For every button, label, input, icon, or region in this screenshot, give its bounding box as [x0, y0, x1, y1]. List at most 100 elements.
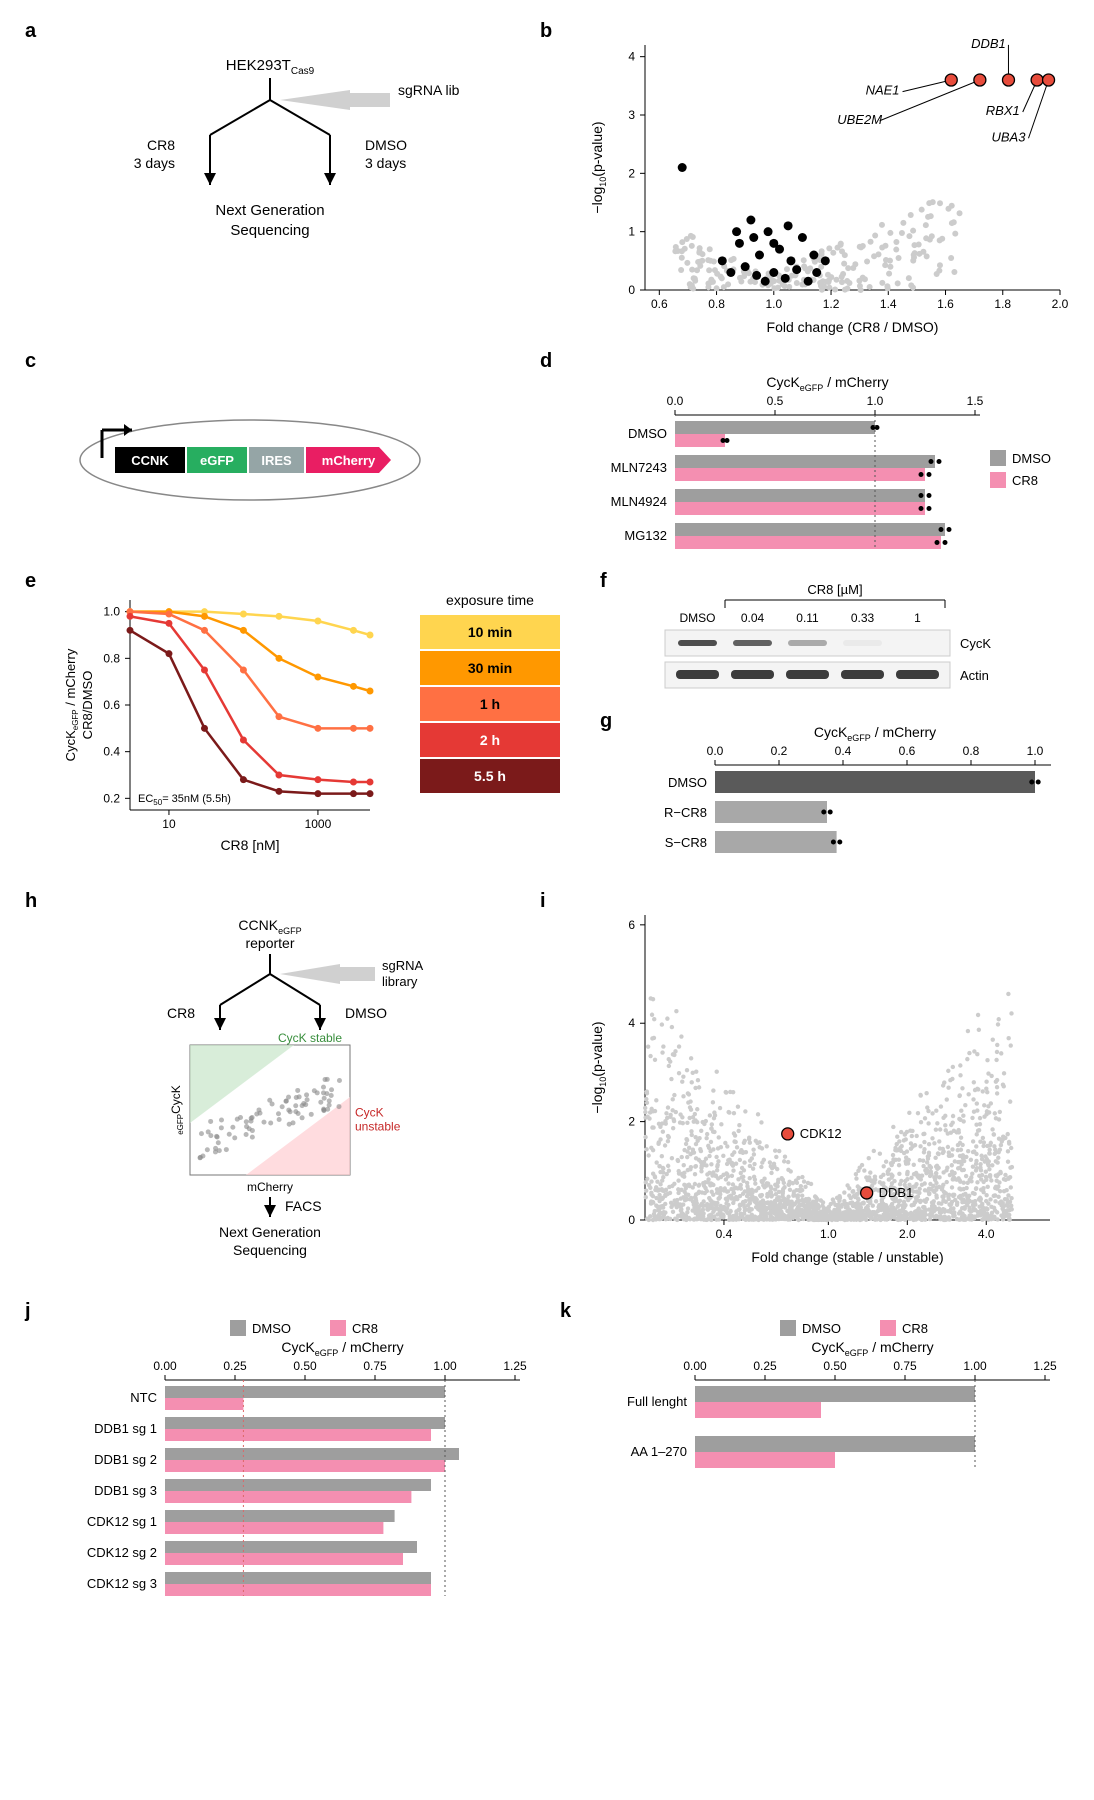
svg-text:CycKeGFP / mCherry: CycKeGFP / mCherry	[281, 1339, 403, 1358]
svg-text:CR8 [nM]: CR8 [nM]	[220, 837, 279, 853]
svg-text:Fold change (CR8 / DMSO): Fold change (CR8 / DMSO)	[767, 319, 939, 335]
svg-text:NTC: NTC	[130, 1390, 157, 1405]
svg-text:Sequencing: Sequencing	[233, 1242, 307, 1258]
svg-text:1.0: 1.0	[867, 394, 884, 408]
svg-text:library: library	[382, 974, 418, 989]
svg-text:reporter: reporter	[245, 935, 294, 951]
panel-j: DMSOCR80.000.250.500.751.001.25CycKeGFP …	[50, 1320, 550, 1630]
left-arm-1: CR8	[147, 137, 175, 153]
svg-text:IRES: IRES	[261, 453, 292, 468]
svg-text:0.04: 0.04	[741, 611, 765, 625]
svg-text:DMSO: DMSO	[1012, 451, 1051, 466]
svg-text:4: 4	[628, 1016, 635, 1030]
svg-text:0.8: 0.8	[708, 297, 725, 311]
panel-c: CCNK eGFP IRES mCherry	[70, 390, 450, 510]
svg-text:CDK12 sg 1: CDK12 sg 1	[87, 1514, 157, 1529]
svg-text:1000: 1000	[305, 817, 332, 831]
svg-text:1.00: 1.00	[963, 1359, 987, 1373]
svg-text:−log10(p-value): −log10(p-value)	[589, 121, 608, 213]
svg-text:CCNK: CCNK	[131, 453, 169, 468]
svg-text:10 min: 10 min	[468, 624, 512, 640]
svg-text:0.4: 0.4	[716, 1227, 733, 1241]
svg-text:DDB1 sg 3: DDB1 sg 3	[94, 1483, 157, 1498]
panel-e-label: e	[25, 570, 36, 593]
svg-text:MG132: MG132	[624, 528, 667, 543]
svg-text:2: 2	[628, 1115, 635, 1129]
svg-text:0.75: 0.75	[893, 1359, 917, 1373]
svg-text:5.5 h: 5.5 h	[474, 768, 506, 784]
svg-text:eGFP: eGFP	[200, 453, 234, 468]
svg-text:DMSO: DMSO	[680, 611, 716, 625]
svg-text:1.4: 1.4	[880, 297, 897, 311]
svg-text:2.0: 2.0	[899, 1227, 916, 1241]
svg-text:DMSO: DMSO	[802, 1321, 841, 1336]
svg-text:CycKeGFP / mCherry: CycKeGFP / mCherry	[766, 374, 888, 393]
svg-text:−log10(p-value): −log10(p-value)	[589, 1021, 608, 1113]
svg-text:CycK stable: CycK stable	[278, 1031, 342, 1045]
svg-text:1.25: 1.25	[503, 1359, 527, 1373]
svg-text:0.4: 0.4	[835, 744, 852, 758]
panel-h-label: h	[25, 890, 37, 913]
svg-text:UBE2M: UBE2M	[837, 112, 882, 127]
svg-text:RBX1: RBX1	[986, 103, 1020, 118]
panel-j-label: j	[25, 1300, 31, 1323]
svg-text:CR8: CR8	[167, 1005, 195, 1021]
svg-text:CycKeGFP / mCherry: CycKeGFP / mCherry	[811, 1339, 933, 1358]
svg-text:Fold change (stable / unstable: Fold change (stable / unstable)	[751, 1249, 943, 1265]
svg-text:0: 0	[628, 283, 635, 297]
sgrna-label: sgRNA library	[398, 82, 460, 98]
svg-text:0.25: 0.25	[753, 1359, 777, 1373]
svg-text:10: 10	[162, 817, 176, 831]
svg-text:mCherry: mCherry	[247, 1180, 293, 1194]
svg-text:R−CR8: R−CR8	[664, 805, 707, 820]
svg-text:1.0: 1.0	[765, 297, 782, 311]
svg-text:0.8: 0.8	[103, 651, 120, 665]
svg-text:0.6: 0.6	[899, 744, 916, 758]
svg-text:1.0: 1.0	[103, 605, 120, 619]
svg-text:0.25: 0.25	[223, 1359, 247, 1373]
svg-text:0.75: 0.75	[363, 1359, 387, 1373]
svg-text:1.00: 1.00	[433, 1359, 457, 1373]
svg-text:0.8: 0.8	[963, 744, 980, 758]
svg-text:CycKeGFP / mCherry: CycKeGFP / mCherry	[63, 648, 80, 761]
svg-text:Actin: Actin	[960, 668, 989, 683]
panel-f-label: f	[600, 570, 607, 593]
svg-text:1: 1	[628, 225, 635, 239]
right-arm-2: 3 days	[365, 155, 406, 171]
svg-text:DDB1: DDB1	[971, 36, 1006, 51]
svg-text:0.2: 0.2	[771, 744, 788, 758]
svg-text:30 min: 30 min	[468, 660, 512, 676]
panel-b: 0.60.81.01.21.41.61.82.001234NAE1UBE2MDD…	[580, 30, 1070, 340]
svg-text:CycKeGFP / mCherry: CycKeGFP / mCherry	[814, 724, 936, 743]
svg-text:AA 1–270: AA 1–270	[631, 1444, 687, 1459]
svg-text:1.0: 1.0	[1027, 744, 1044, 758]
svg-text:MLN4924: MLN4924	[611, 494, 667, 509]
left-arm-2: 3 days	[134, 155, 175, 171]
svg-text:0.33: 0.33	[851, 611, 875, 625]
svg-text:0.00: 0.00	[153, 1359, 177, 1373]
svg-text:0: 0	[628, 1213, 635, 1227]
svg-text:3: 3	[628, 108, 635, 122]
svg-text:2: 2	[628, 166, 635, 180]
svg-text:Full lenght: Full lenght	[627, 1394, 687, 1409]
svg-text:1.6: 1.6	[937, 297, 954, 311]
svg-text:4: 4	[628, 50, 635, 64]
svg-text:mCherry: mCherry	[322, 453, 376, 468]
right-arm-1: DMSO	[365, 137, 407, 153]
svg-text:CDK12 sg 3: CDK12 sg 3	[87, 1576, 157, 1591]
svg-text:eGFPCycK: eGFPCycK	[169, 1085, 185, 1135]
panel-d-label: d	[540, 350, 552, 373]
svg-text:CR8: CR8	[352, 1321, 378, 1336]
svg-text:CR8 [µM]: CR8 [µM]	[807, 582, 862, 597]
svg-text:DDB1 sg 1: DDB1 sg 1	[94, 1421, 157, 1436]
panel-h: CCNKeGFPreportersgRNAlibraryCR8DMSOCycK …	[80, 910, 460, 1290]
svg-text:0.50: 0.50	[823, 1359, 847, 1373]
svg-text:1.0: 1.0	[820, 1227, 837, 1241]
svg-text:2.0: 2.0	[1052, 297, 1069, 311]
svg-text:CR8: CR8	[902, 1321, 928, 1336]
svg-text:CDK12 sg 2: CDK12 sg 2	[87, 1545, 157, 1560]
svg-text:NAE1: NAE1	[866, 83, 900, 98]
svg-text:CR8: CR8	[1012, 473, 1038, 488]
svg-text:1.8: 1.8	[994, 297, 1011, 311]
panel-b-label: b	[540, 20, 552, 43]
